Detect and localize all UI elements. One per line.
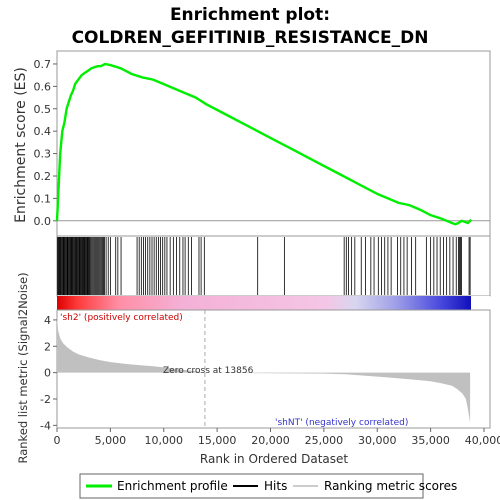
metric-y-tick-label: 2 <box>44 340 51 353</box>
x-tick-label: 0 <box>54 434 61 447</box>
es-y-tick-label: 0.2 <box>34 170 52 183</box>
metric-x-axis: 0 5,000 10,000 15,000 20,000 25,000 30,000 35,0… <box>54 428 500 447</box>
hit-marks <box>57 237 471 295</box>
x-tick-label: 30,000 <box>358 434 397 447</box>
hits-panel-frame <box>56 235 491 297</box>
rank-bar-tail <box>471 296 490 310</box>
x-tick-label: 35,000 <box>411 434 450 447</box>
x-tick-label: 25,000 <box>305 434 344 447</box>
es-y-axis: 0.0 0.1 0.2 0.3 0.4 0.5 0.6 0.7 <box>34 58 57 228</box>
metric-y-axis-label: Ranked list metric (Signal2Noise) <box>16 272 30 463</box>
metric-y-tick-label: -2 <box>40 393 51 406</box>
es-panel-frame <box>56 50 491 237</box>
metric-y-tick-label: 0 <box>44 367 51 380</box>
es-y-tick-label: 0.5 <box>34 103 52 116</box>
es-y-tick-label: 0.1 <box>34 192 52 205</box>
chart-title-line2: COLDREN_GEFITINIB_RESISTANCE_DN <box>72 28 429 48</box>
x-tick-label: 40,000 <box>465 434 500 447</box>
zero-cross-label: Zero cross at 13856 <box>163 366 254 376</box>
rank-color-bar <box>57 296 471 310</box>
es-y-tick-label: 0.3 <box>34 148 52 161</box>
es-panel: 0.0 0.1 0.2 0.3 0.4 0.5 0.6 0.7 Enrichment scor… <box>13 50 491 237</box>
es-profile-line <box>55 62 473 226</box>
x-tick-label: 15,000 <box>198 434 237 447</box>
chart-title-line1: Enrichment plot: <box>170 5 330 25</box>
metric-y-axis: -4 -2 0 2 4 <box>40 314 57 432</box>
x-tick-label: 10,000 <box>145 434 184 447</box>
legend-label-metric: Ranking metric scores <box>324 479 457 493</box>
es-y-tick-label: 0.7 <box>34 58 52 71</box>
metric-y-tick-label: 4 <box>44 314 51 327</box>
metric-area <box>57 316 471 423</box>
x-axis-label: Rank in Ordered Dataset <box>200 452 348 466</box>
es-y-tick-label: 0.0 <box>34 215 52 228</box>
es-y-axis-label: Enrichment score (ES) <box>13 67 29 223</box>
es-y-tick-label: 0.6 <box>34 80 52 93</box>
legend: Enrichment profile Hits Ranking metric s… <box>79 473 457 499</box>
hits-panel <box>56 235 491 297</box>
legend-label-hits: Hits <box>264 479 287 493</box>
negative-correlation-label: 'shNT' (negatively correlated) <box>275 418 408 428</box>
metric-y-tick-label: -4 <box>40 419 51 432</box>
positive-correlation-label: 'sh2' (positively correlated) <box>60 313 183 323</box>
es-y-tick-label: 0.4 <box>34 125 52 138</box>
metric-panel: -4 -2 0 2 4 0 5,000 10,000 15,000 20,000 25,000 30… <box>16 272 500 466</box>
x-tick-label: 5,000 <box>95 434 127 447</box>
legend-label-enrichment: Enrichment profile <box>117 479 228 493</box>
x-tick-label: 20,000 <box>251 434 290 447</box>
